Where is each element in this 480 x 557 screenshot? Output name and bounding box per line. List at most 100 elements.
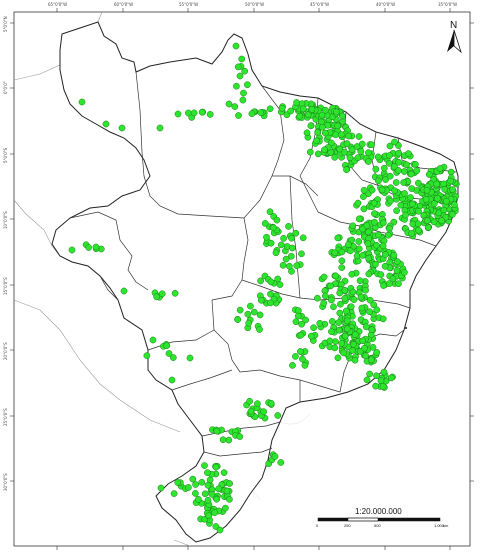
occurrence-point xyxy=(339,112,346,120)
occurrence-point xyxy=(186,354,194,362)
occurrence-point xyxy=(118,124,126,132)
occurrence-point xyxy=(372,382,379,390)
occurrence-point xyxy=(442,197,450,205)
occurrence-point xyxy=(198,108,206,116)
occurrence-point xyxy=(334,354,342,362)
occurrence-point xyxy=(334,234,342,242)
occurrence-point xyxy=(289,244,296,252)
occurrence-point xyxy=(336,309,344,317)
occurrence-point xyxy=(401,190,408,197)
occurrence-point xyxy=(348,146,356,153)
occurrence-point xyxy=(360,193,367,200)
occurrence-point xyxy=(336,145,344,153)
occurrence-point xyxy=(447,177,455,185)
scale-bar xyxy=(317,517,441,522)
occurrence-point xyxy=(68,246,76,254)
occurrence-point xyxy=(277,459,285,466)
occurrence-point xyxy=(225,436,233,444)
occurrence-point xyxy=(400,168,408,175)
occurrence-point xyxy=(213,427,221,435)
occurrence-point xyxy=(337,300,344,308)
occurrence-point xyxy=(299,355,306,363)
occurrence-point xyxy=(332,131,339,139)
occurrence-point xyxy=(381,262,389,270)
occurrence-point xyxy=(384,231,392,239)
occurrence-point xyxy=(256,326,263,333)
top-tick-label-6: 40°0'0"W xyxy=(376,2,395,7)
occurrence-point xyxy=(313,137,321,145)
occurrence-point xyxy=(321,129,329,137)
occurrence-point xyxy=(380,282,387,289)
occurrence-point xyxy=(201,490,209,498)
occurrence-point xyxy=(285,223,292,230)
occurrence-point xyxy=(246,397,253,405)
occurrence-point xyxy=(170,490,178,497)
occurrence-point xyxy=(226,480,233,487)
occurrence-point xyxy=(168,376,176,384)
occurrence-point xyxy=(449,186,456,193)
occurrence-point xyxy=(359,252,367,259)
occurrence-point xyxy=(350,340,357,348)
left-tick-label-2: 0°0'0" xyxy=(3,81,8,94)
occurrence-point xyxy=(366,296,374,304)
occurrence-point xyxy=(347,247,354,255)
occurrence-point xyxy=(379,219,387,227)
occurrence-point xyxy=(447,168,455,176)
occurrence-point xyxy=(371,218,378,226)
occurrence-point xyxy=(204,496,212,504)
occurrence-point xyxy=(372,165,380,173)
occurrence-point xyxy=(390,163,398,170)
occurrence-point xyxy=(355,238,363,245)
occurrence-point xyxy=(373,372,380,380)
occurrence-point xyxy=(334,122,341,130)
occurrence-point xyxy=(174,110,182,118)
occurrence-point xyxy=(335,319,343,326)
occurrence-point xyxy=(302,316,309,324)
occurrence-point xyxy=(338,264,346,271)
occurrence-point xyxy=(345,132,352,140)
occurrence-point xyxy=(303,129,311,137)
occurrence-point xyxy=(185,109,192,117)
occurrence-point xyxy=(266,105,274,113)
occurrence-point xyxy=(301,362,309,369)
occurrence-point xyxy=(355,245,363,253)
occurrence-point xyxy=(322,106,329,114)
occurrence-point xyxy=(143,352,151,359)
occurrence-point xyxy=(156,124,164,132)
occurrence-point xyxy=(321,146,328,154)
occurrence-point xyxy=(365,254,372,262)
occurrence-point xyxy=(368,186,376,194)
occurrence-point xyxy=(244,81,251,89)
occurrence-point xyxy=(261,220,269,227)
left-tick-label-6: 20°0'0"S xyxy=(3,342,8,360)
occurrence-point xyxy=(343,166,350,174)
occurrence-point xyxy=(408,230,416,237)
occurrence-point xyxy=(260,408,268,416)
occurrence-point xyxy=(413,167,421,175)
occurrence-point xyxy=(314,150,322,158)
occurrence-point xyxy=(365,270,373,278)
left-tick-label-8: 30°0'0"S xyxy=(3,473,8,491)
occurrence-point xyxy=(349,222,357,230)
occurrence-point xyxy=(282,255,290,263)
occurrence-point xyxy=(366,308,374,316)
occurrence-point xyxy=(310,324,317,332)
occurrence-point xyxy=(248,110,256,118)
occurrence-point xyxy=(363,376,371,384)
occurrence-point xyxy=(434,195,441,202)
occurrence-point xyxy=(362,286,369,294)
occurrence-point xyxy=(157,484,165,492)
occurrence-point xyxy=(351,356,359,364)
occurrence-point xyxy=(92,243,100,251)
occurrence-point xyxy=(322,292,329,300)
occurrence-point xyxy=(373,306,381,314)
occurrence-point xyxy=(293,99,300,106)
occurrence-point xyxy=(387,374,395,382)
occurrence-point xyxy=(370,301,378,309)
occurrence-point xyxy=(400,179,407,186)
occurrence-point xyxy=(393,267,401,274)
occurrence-point xyxy=(220,469,228,476)
occurrence-point xyxy=(380,164,388,172)
occurrence-point xyxy=(279,261,287,269)
occurrence-point xyxy=(234,316,242,323)
